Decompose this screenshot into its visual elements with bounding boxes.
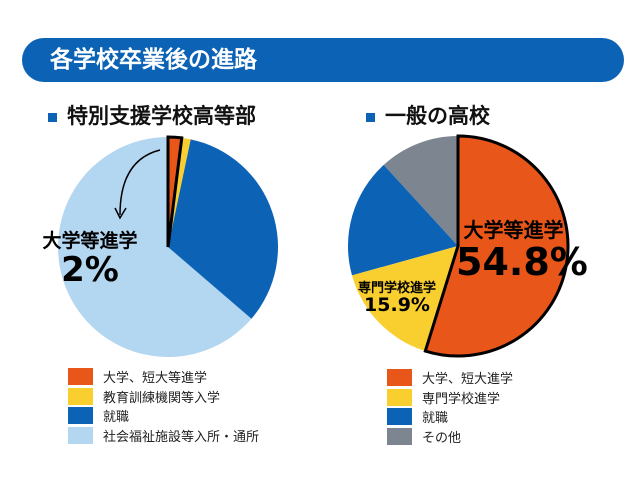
legend-swatch (68, 426, 93, 444)
pie-slice-1-2 (348, 164, 458, 276)
annotation-label: 大学等進学 (463, 218, 564, 242)
pie-slice-0-3 (58, 137, 252, 358)
legend-item: 教育訓練機関等入学 (68, 387, 259, 407)
pie-slice-1-1 (351, 246, 458, 352)
legend-swatch (68, 368, 93, 386)
title-banner: 各学校卒業後の進路 (22, 38, 624, 82)
left-title-text: 特別支援学校高等部 (67, 104, 256, 128)
annotation-label: 専門学校進学 (357, 281, 436, 296)
bullet-icon (48, 112, 57, 122)
legend-item: 就職 (68, 406, 259, 426)
legend-label: 社会福祉施設等入所・通所 (103, 429, 260, 445)
legend-label: 大学、短大等進学 (103, 371, 208, 387)
right-legend: 大学、短大進学 専門学校進学 就職その他 (387, 368, 513, 446)
legend-swatch (387, 369, 412, 387)
pie-slice-1-3 (383, 136, 458, 246)
right-title-text: 一般の高校 (385, 104, 490, 128)
legend-swatch (387, 427, 412, 445)
legend-swatch (68, 387, 93, 405)
right-annotation-university: 大学等進学 54.8% (456, 218, 588, 284)
right-chart-title: 一般の高校 (366, 100, 490, 130)
legend-label: その他 (422, 430, 462, 446)
bullet-icon (366, 112, 375, 122)
legend-item: 大学、短大等進学 (68, 367, 259, 387)
annotation-value: 2% (61, 250, 119, 290)
legend-item: 大学、短大進学 (387, 368, 513, 388)
legend-swatch (387, 408, 412, 426)
annotation-label: 大学等進学 (42, 230, 138, 252)
left-legend: 大学、短大等進学 教育訓練機関等入学 就職社会福祉施設等入所・通所 (68, 367, 259, 445)
legend-label: 就職 (103, 410, 130, 426)
legend-label: 教育訓練機関等入学 (103, 390, 221, 406)
legend-swatch (68, 407, 93, 425)
pie-slice-0-1 (168, 137, 191, 247)
legend-item: その他 (387, 427, 513, 447)
annotation-value: 54.8% (456, 240, 588, 284)
legend-item: 就職 (387, 407, 513, 427)
pie-slice-0-2 (168, 139, 278, 319)
arrow-head-icon (114, 207, 127, 220)
pie-slice-1-0 (423, 134, 570, 358)
legend-label: 就職 (422, 411, 449, 427)
legend-label: 大学、短大進学 (422, 372, 514, 388)
annotation-arrow (119, 149, 161, 216)
right-annotation-vocational: 専門学校進学 15.9% (352, 282, 442, 315)
legend-item: 専門学校進学 (387, 388, 513, 408)
pie-slice-0-0 (166, 135, 184, 248)
left-annotation: 大学等進学 2% (30, 230, 150, 290)
annotation-value: 15.9% (364, 294, 430, 316)
legend-label: 専門学校進学 (422, 391, 501, 407)
legend-swatch (387, 388, 412, 406)
left-chart-title: 特別支援学校高等部 (48, 100, 256, 130)
legend-item: 社会福祉施設等入所・通所 (68, 426, 259, 446)
